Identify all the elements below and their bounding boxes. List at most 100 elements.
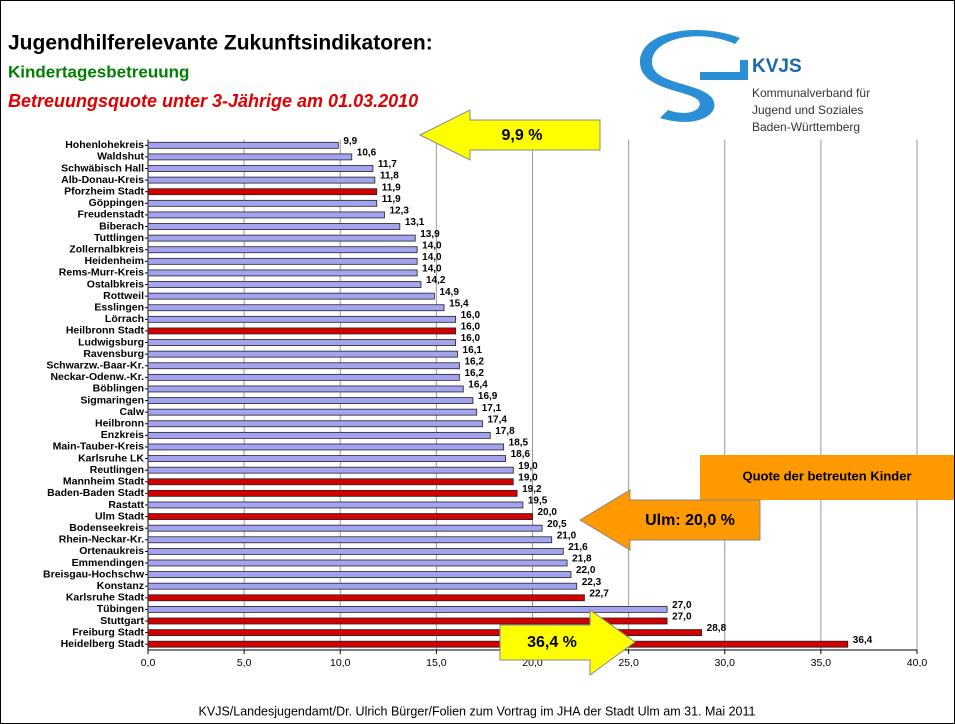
value-label: 11,7 [378, 159, 397, 170]
category-label: Alb-Donau-Kreis [61, 174, 144, 186]
logo: KVJS Kommunalverband für Jugend und Sozi… [640, 30, 870, 134]
value-label: 14,0 [422, 240, 442, 251]
category-label: Sigmaringen [80, 394, 144, 406]
bar [147, 478, 514, 486]
value-label: 28,8 [707, 623, 727, 634]
value-label: 16,0 [461, 322, 481, 333]
category-label: Calw [119, 406, 144, 418]
bar [147, 605, 668, 613]
value-label: 21,8 [572, 554, 592, 565]
category-label: Rottweil [103, 290, 144, 302]
bar [147, 594, 585, 602]
bar [147, 141, 339, 149]
value-label: 16,1 [463, 345, 483, 356]
logo-shape [640, 30, 740, 122]
category-label: Tübingen [97, 603, 144, 615]
value-label: 14,0 [422, 264, 442, 275]
bar [147, 165, 374, 172]
category-label: Stuttgart [100, 615, 144, 627]
bar [147, 315, 457, 323]
bar [147, 234, 416, 242]
category-label: Mannheim Stadt [63, 476, 145, 488]
value-label: 11,9 [382, 194, 401, 205]
bar [147, 489, 518, 497]
category-label: Enzkreis [101, 429, 144, 441]
x-tick-label: 40,0 [907, 657, 928, 669]
bar [147, 420, 483, 428]
value-label: 16,2 [464, 368, 484, 379]
value-label: 22,3 [582, 577, 602, 588]
bar [147, 524, 543, 532]
annotation: 9,9 % [502, 127, 543, 144]
logo-line: Baden-Württemberg [752, 120, 860, 134]
value-label: 13,9 [420, 229, 440, 240]
category-label: Bodenseekreis [69, 522, 144, 534]
bar [147, 269, 418, 277]
arrow [418, 109, 601, 161]
value-label: 15,4 [449, 298, 469, 309]
x-tick-label: 10,0 [330, 657, 351, 669]
logo-line: Kommunalverband für [752, 86, 870, 100]
bar [147, 281, 422, 288]
value-label: 18,5 [509, 438, 529, 449]
bar [147, 385, 464, 393]
x-tick-label: 30,0 [715, 657, 736, 669]
category-label: Rems-Murr-Kreis [59, 267, 144, 279]
category-label: Esslingen [94, 302, 144, 314]
value-label: 27,0 [672, 600, 692, 611]
value-label: 22,7 [589, 588, 609, 599]
bar [147, 559, 568, 567]
value-label: 17,4 [488, 414, 508, 425]
value-label: 13,1 [405, 217, 425, 228]
category-label: Schwäbisch Hall [61, 162, 144, 174]
category-label: Böblingen [93, 383, 144, 395]
bar [147, 536, 553, 544]
value-label: 16,0 [461, 310, 481, 321]
value-label: 19,0 [518, 472, 538, 483]
category-label: Ostalbkreis [87, 278, 144, 290]
value-label: 17,1 [482, 403, 502, 414]
value-label: 21,0 [557, 530, 577, 541]
plot: 0,0 5,0 10,0 15,0 20,0 25,0 30,0 35,0 40,0 Hohenl… [43, 136, 927, 669]
bar [147, 455, 506, 462]
bar [147, 292, 435, 300]
bar [147, 188, 378, 196]
category-label: Reutlingen [90, 464, 144, 476]
category-label: Konstanz [97, 580, 144, 592]
category-label: Main-Tauber-Kreis [53, 441, 145, 453]
category-label: Heilbronn [95, 418, 144, 430]
bar [147, 327, 457, 335]
category-label: Zollernalbkreis [69, 244, 144, 256]
value-label: 22,0 [576, 565, 596, 576]
bar [147, 582, 578, 590]
value-label: 12,3 [389, 206, 409, 217]
category-label: Biberach [99, 220, 144, 232]
logo-name: KVJS [752, 56, 802, 77]
annotation: Quote der betreuten Kinder [742, 468, 911, 483]
category-label: Heilbronn Stadt [66, 325, 145, 337]
bar [147, 629, 703, 636]
x-tick-label: 5,0 [237, 657, 252, 669]
bar [147, 362, 460, 370]
bar [147, 408, 478, 416]
category-label: Göppingen [89, 197, 144, 209]
value-label: 19,0 [518, 461, 538, 472]
value-label: 14,0 [422, 252, 442, 263]
bar [147, 211, 385, 219]
bar [147, 513, 533, 520]
bar [147, 617, 668, 625]
arrow [579, 489, 761, 551]
category-label: Ulm Stadt [95, 510, 145, 522]
bar [147, 223, 401, 230]
category-label: Pforzheim Stadt [64, 185, 144, 197]
x-tick-label: 15,0 [426, 657, 447, 669]
annotation: Ulm: 20,0 % [645, 512, 735, 529]
category-label: Emmendingen [72, 557, 144, 569]
footer: KVJS/Landesjugendamt/Dr. Ulrich Bürger/F… [199, 704, 756, 718]
value-label: 16,2 [464, 356, 484, 367]
x-tick-label: 25,0 [618, 657, 639, 669]
category-label: Schwarzw.-Baar-Kr. [46, 360, 144, 372]
category-label: Tuttlingen [94, 232, 144, 244]
category-label: Baden-Baden Stadt [47, 487, 144, 499]
